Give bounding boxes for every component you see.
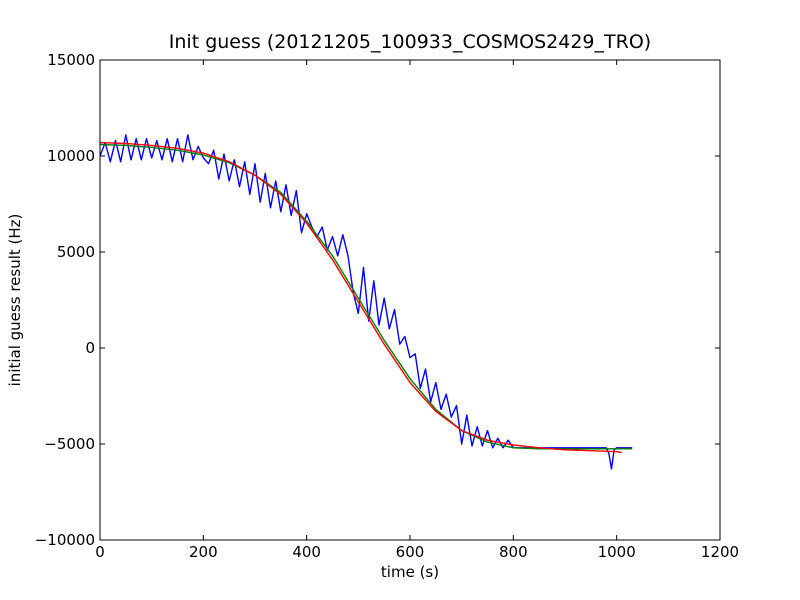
x-tick-label: 400 [292,543,321,561]
x-tick-label: 1200 [701,543,739,561]
series-layer [99,134,633,470]
y-axis-label: initial guess result (Hz) [6,214,24,387]
x-axis-label: time (s) [381,563,439,581]
y-tick-label: −5000 [44,435,95,453]
series-line-1 [99,134,633,470]
x-tick-label: 200 [189,543,218,561]
chart-title: Init guess (20121205_100933_COSMOS2429_T… [169,31,651,53]
x-tick-label: 800 [499,543,528,561]
y-tick-label: 10000 [47,147,95,165]
ticks-layer: 0 200 400 600 800 1000 1200 −10000 −5000 0 5000 100… [35,51,739,561]
x-tick-label: 0 [95,543,105,561]
x-tick-label: 600 [396,543,425,561]
series-line-3 [99,141,622,454]
x-tick-label: 1000 [598,543,636,561]
y-tick-label: 15000 [47,51,95,69]
y-tick-label: 5000 [57,243,95,261]
y-tick-label: −10000 [35,531,95,549]
y-tick-label: 0 [85,339,95,357]
